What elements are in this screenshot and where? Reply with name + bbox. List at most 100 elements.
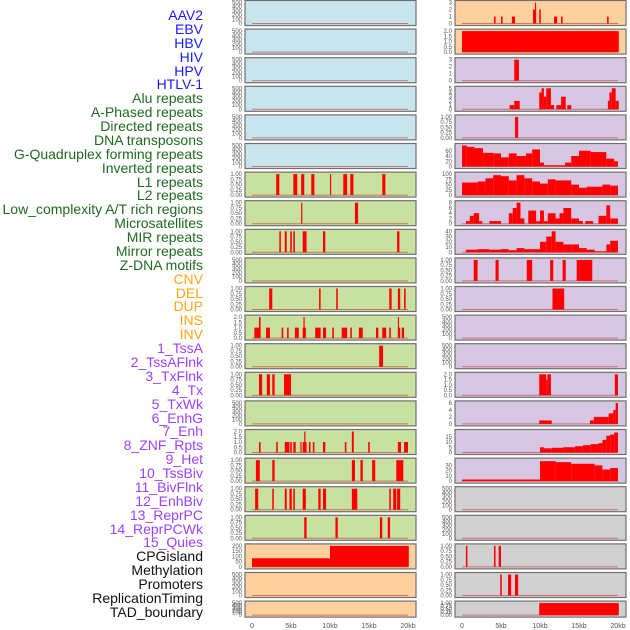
right-bar bbox=[586, 249, 595, 253]
right-y-tick-label: 400 bbox=[442, 319, 453, 325]
right-bar bbox=[602, 184, 611, 196]
right-bar bbox=[607, 16, 609, 24]
left-bar bbox=[322, 231, 326, 253]
left-y-tick-label: 0.00 bbox=[230, 536, 242, 542]
right-bar bbox=[462, 479, 540, 482]
right-y-tick-label: 100 bbox=[442, 172, 453, 178]
right-y-tick-label: 5 bbox=[449, 86, 453, 92]
left-bar bbox=[293, 174, 298, 196]
left-y-tick-label: 300 bbox=[232, 606, 243, 612]
left-bar bbox=[293, 442, 296, 453]
left-y-tick-label: 200 bbox=[232, 585, 243, 591]
left-y-tick-label: 300 bbox=[232, 66, 243, 72]
right-bar bbox=[543, 165, 565, 167]
left-bar bbox=[315, 327, 321, 339]
right-bar bbox=[462, 182, 478, 196]
left-y-tick-label: 500 bbox=[232, 258, 243, 264]
left-bar bbox=[301, 174, 305, 196]
left-panel bbox=[244, 600, 417, 618]
left-bar bbox=[290, 442, 292, 453]
right-y-tick-label: 0.25 bbox=[440, 302, 452, 308]
right-y-tick-label: 100 bbox=[442, 532, 453, 538]
left-y-tick-label: 0.75 bbox=[230, 349, 242, 355]
left-y-tick-label: 500 bbox=[232, 1, 243, 7]
left-bar bbox=[301, 202, 303, 224]
right-bar bbox=[514, 100, 520, 110]
left-bar bbox=[389, 288, 392, 310]
right-y-tick-label: 0.75 bbox=[440, 549, 452, 555]
track-label: CPGisland bbox=[136, 548, 203, 565]
left-bar bbox=[332, 327, 334, 339]
left-y-tick-label: 0.25 bbox=[230, 502, 242, 508]
right-y-tick-label: 20 bbox=[445, 469, 452, 475]
track-label: EBV bbox=[174, 20, 203, 37]
left-panel bbox=[244, 428, 417, 456]
right-y-tick-label: 0.00 bbox=[440, 613, 452, 619]
left-panel bbox=[244, 571, 417, 599]
right-bar bbox=[611, 88, 616, 110]
left-panel bbox=[244, 85, 417, 112]
right-bar bbox=[606, 244, 611, 253]
left-y-tick-label: 200 bbox=[232, 13, 243, 19]
right-y-tick-label: 2 bbox=[449, 65, 453, 71]
left-bar bbox=[284, 231, 287, 253]
right-bar bbox=[561, 96, 566, 110]
left-bar bbox=[358, 327, 363, 339]
left-y-tick-label: 400 bbox=[232, 577, 243, 583]
right-bar bbox=[516, 156, 526, 167]
right-y-tick-label: 0.25 bbox=[440, 588, 452, 594]
right-y-tick-label: 0 bbox=[449, 193, 453, 199]
track-label: 4_Tx bbox=[171, 381, 203, 398]
right-y-tick-label: 0.50 bbox=[440, 607, 452, 613]
left-bar bbox=[302, 231, 307, 253]
left-y-tick-label: 500 bbox=[232, 573, 243, 579]
left-y-tick-label: 400 bbox=[232, 262, 243, 268]
right-y-tick-label: 0.5 bbox=[444, 45, 453, 51]
left-bar bbox=[252, 558, 330, 567]
right-bar bbox=[539, 603, 619, 616]
left-bar bbox=[350, 174, 354, 196]
left-bar bbox=[276, 174, 280, 196]
right-bar bbox=[546, 88, 551, 110]
right-y-tick-label: 3 bbox=[449, 95, 453, 101]
right-bar bbox=[515, 574, 519, 596]
right-bar bbox=[508, 153, 517, 167]
left-y-tick-label: 200 bbox=[232, 128, 243, 134]
right-y-tick-label: 0.75 bbox=[440, 263, 452, 269]
right-bar bbox=[509, 105, 515, 110]
right-x-tick-label: 5kb bbox=[495, 623, 506, 630]
left-bar bbox=[389, 327, 391, 339]
left-y-tick-label: 0.00 bbox=[230, 365, 242, 371]
right-y-tick-label: 2.0 bbox=[444, 29, 453, 35]
left-y-tick-label: 0.00 bbox=[230, 508, 242, 514]
right-bar bbox=[602, 469, 611, 482]
right-y-tick-label: 40 bbox=[445, 154, 452, 160]
left-y-tick-label: 0.75 bbox=[230, 463, 242, 469]
track-label: INS bbox=[179, 312, 203, 329]
right-bar bbox=[512, 207, 517, 224]
right-bar bbox=[528, 210, 537, 224]
right-bar bbox=[534, 2, 537, 24]
left-bar bbox=[304, 431, 306, 453]
left-panel bbox=[244, 371, 417, 398]
track-label: 6_EnhG bbox=[151, 409, 203, 426]
right-y-tick-label: 1.0 bbox=[444, 40, 453, 46]
right-bar bbox=[498, 545, 501, 567]
right-bar bbox=[606, 158, 615, 167]
left-y-tick-label: 500 bbox=[232, 601, 243, 607]
right-bar bbox=[559, 213, 564, 224]
left-panel bbox=[244, 285, 417, 313]
left-x-tick-label: 15kb bbox=[361, 623, 376, 630]
left-y-tick-label: 50 bbox=[235, 560, 242, 566]
right-bar bbox=[462, 31, 619, 53]
left-y-tick-label: 0.0 bbox=[234, 336, 243, 342]
right-y-tick-label: 200 bbox=[442, 328, 453, 334]
right-y-tick-label: 0.75 bbox=[440, 292, 452, 298]
left-bar bbox=[283, 374, 291, 396]
left-y-tick-label: 400 bbox=[232, 91, 243, 97]
left-y-tick-label: 0.00 bbox=[230, 479, 242, 485]
left-bar bbox=[272, 460, 275, 482]
left-y-tick-label: 1.00 bbox=[230, 458, 242, 464]
left-y-tick-label: 1.0 bbox=[234, 440, 243, 446]
